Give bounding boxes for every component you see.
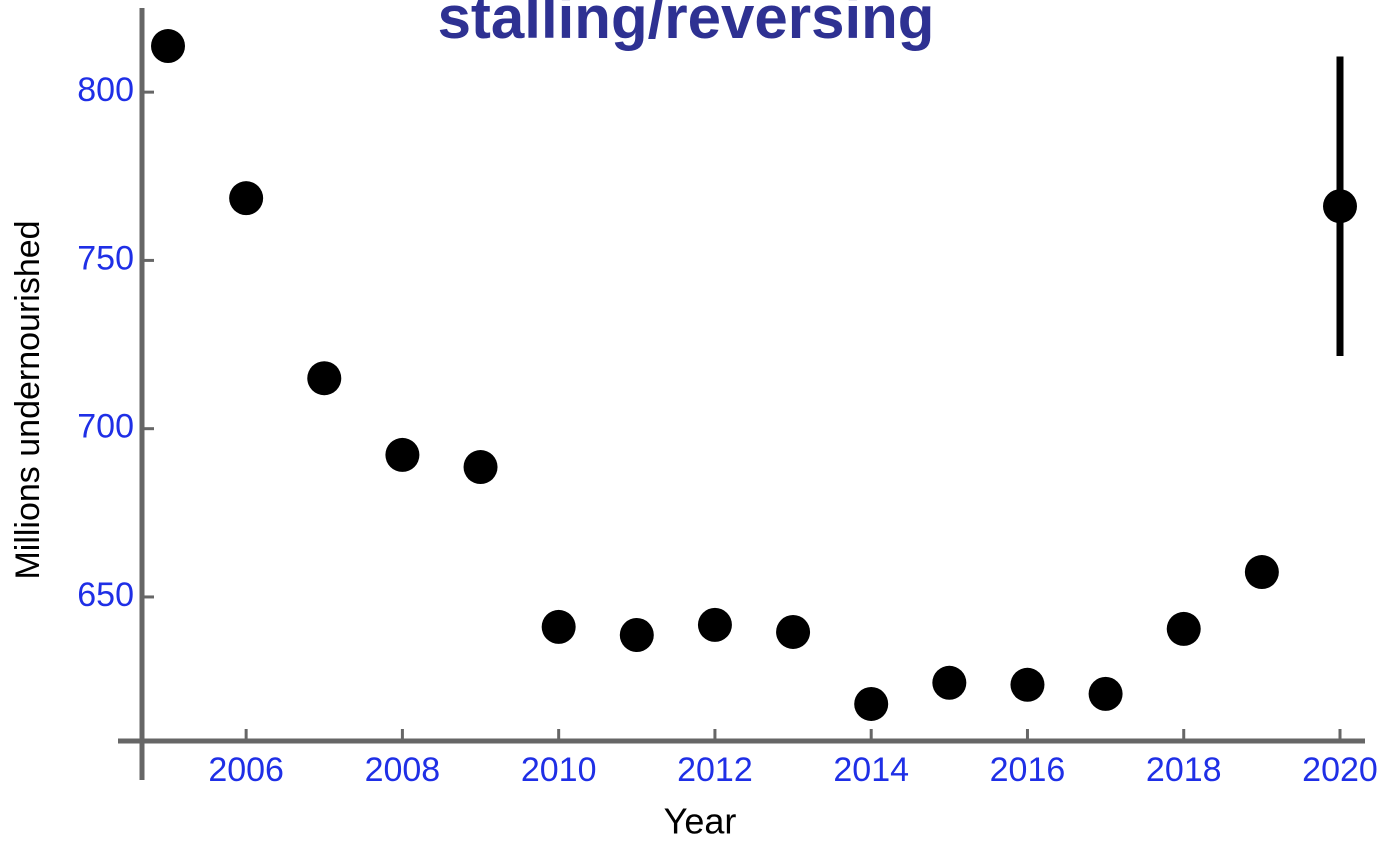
x-tick-label: 2006 (208, 751, 284, 789)
y-tick-label: 650 (77, 576, 134, 614)
x-tick-label: 2008 (365, 751, 441, 789)
x-tick-label: 2020 (1302, 751, 1378, 789)
data-point (151, 29, 186, 64)
data-point (463, 450, 498, 485)
data-point (1010, 667, 1045, 702)
data-point (932, 665, 967, 700)
x-tick-label: 2016 (990, 751, 1066, 789)
data-point (307, 361, 342, 396)
data-point (541, 609, 576, 644)
data-point (385, 437, 420, 472)
data-point (1322, 189, 1357, 224)
chart-title: stalling/reversing (438, 0, 935, 51)
x-tick-label: 2018 (1146, 751, 1222, 789)
data-point (229, 181, 264, 216)
y-tick-label: 800 (77, 71, 134, 109)
data-point (1088, 676, 1123, 711)
y-tick-label: 700 (77, 408, 134, 446)
data-point (697, 607, 732, 642)
data-point (619, 617, 654, 652)
data-point (776, 614, 811, 649)
x-tick-label: 2010 (521, 751, 597, 789)
y-axis-label: Millions undernourished (9, 220, 47, 579)
data-point (1166, 611, 1201, 646)
x-tick-label: 2014 (833, 751, 909, 789)
x-tick-label: 2012 (677, 751, 753, 789)
data-point (1244, 555, 1279, 590)
x-axis-label: Year (664, 801, 737, 842)
y-tick-label: 750 (77, 239, 134, 277)
data-point (854, 686, 889, 721)
